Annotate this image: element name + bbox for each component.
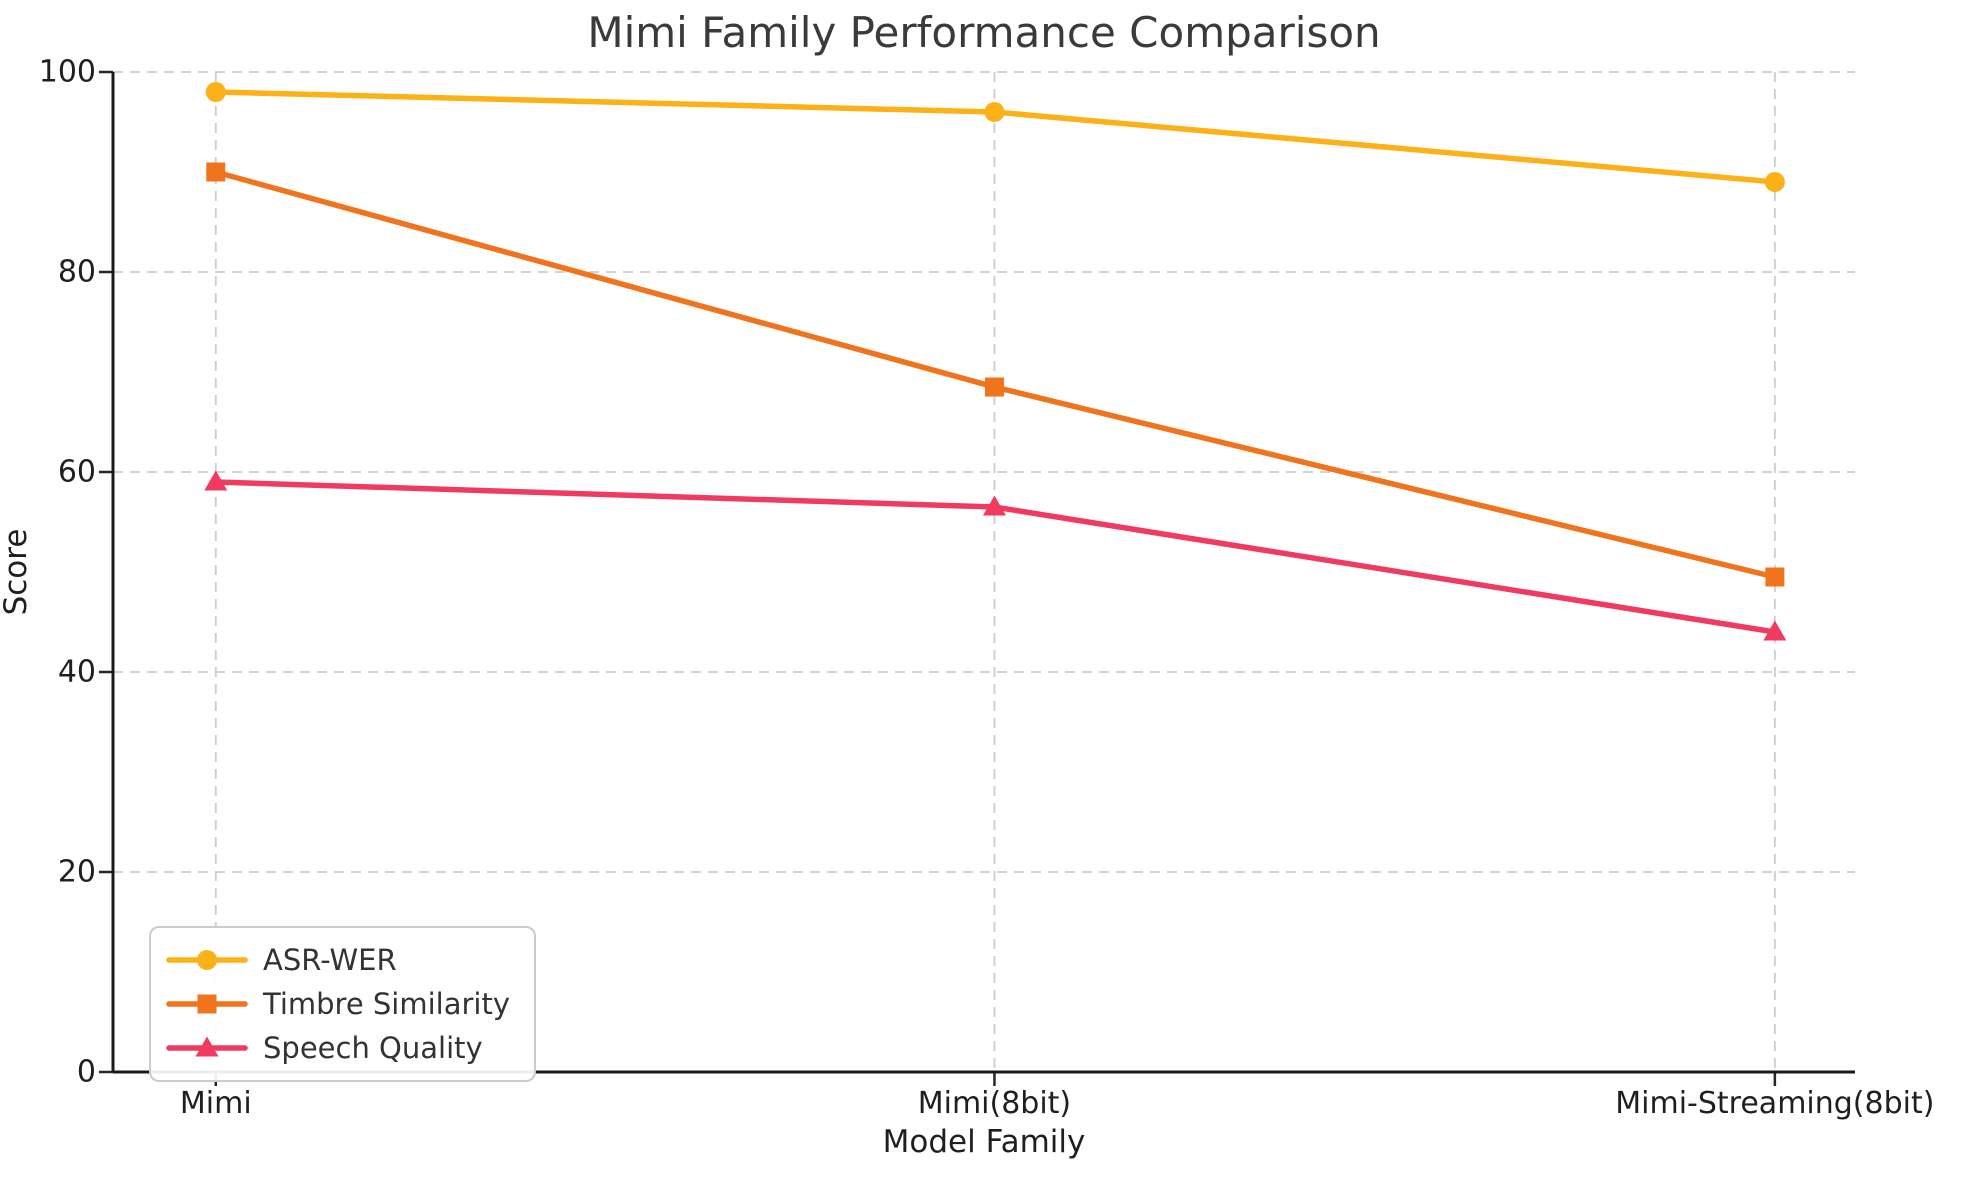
speech-quality-swatch-icon (166, 1036, 248, 1057)
y-tick-label: 100 (38, 54, 96, 90)
plot-canvas (99, 70, 1855, 1086)
data-point-timbre-similarity (984, 377, 1004, 397)
y-tick-label: 40 (57, 654, 96, 690)
legend: ASR-WER Timbre Similarity Speech Quality (149, 926, 536, 1082)
x-tick-label: Mimi-Streaming(8bit) (1615, 1086, 1935, 1121)
legend-label: Timbre Similarity (263, 987, 510, 1021)
data-point-asr-wer (205, 82, 226, 102)
legend-marker (197, 994, 217, 1014)
legend-label: Speech Quality (263, 1031, 483, 1065)
data-point-timbre-similarity (206, 162, 226, 182)
data-point-speech-quality (204, 470, 228, 491)
legend-marker (195, 1036, 219, 1057)
y-tick-label: 20 (57, 854, 96, 890)
legend-item-speech-quality: Speech Quality (166, 1030, 510, 1066)
legend-item-timbre-similarity: Timbre Similarity (166, 986, 510, 1022)
plot-area: ASR-WER Timbre Similarity Speech Quality (99, 70, 1855, 1086)
data-point-speech-quality (1763, 620, 1787, 641)
legend-marker (197, 950, 217, 970)
legend-item-asr-wer: ASR-WER (166, 942, 510, 978)
y-tick-label: 60 (57, 454, 96, 490)
legend-label: ASR-WER (263, 943, 397, 977)
timbre-similarity-swatch-icon (166, 994, 248, 1014)
x-tick-label: Mimi (179, 1086, 252, 1121)
asr-wer-swatch-icon (166, 950, 248, 970)
data-point-asr-wer (984, 102, 1005, 122)
data-point-speech-quality (982, 495, 1006, 516)
y-tick-label: 80 (57, 254, 96, 290)
data-point-asr-wer (1764, 172, 1785, 192)
x-tick-label: Mimi(8bit) (917, 1086, 1072, 1121)
data-point-timbre-similarity (1765, 567, 1785, 587)
y-axis-label: Score (0, 528, 34, 616)
x-axis-label: Model Family (882, 1124, 1086, 1160)
y-tick-label: 0 (76, 1054, 96, 1090)
chart-title: Mimi Family Performance Comparison (587, 8, 1381, 57)
